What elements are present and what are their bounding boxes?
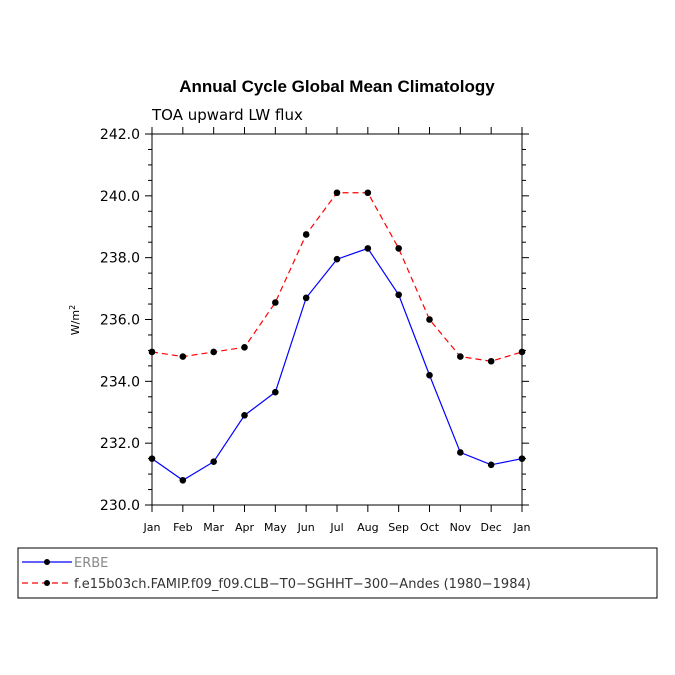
series-erbe-point xyxy=(395,291,402,299)
y-tick-label: 230.0 xyxy=(100,498,140,514)
x-tick-label: Sep xyxy=(388,521,409,534)
series-model-point xyxy=(426,316,433,323)
series-erbe-line xyxy=(151,247,523,481)
series-model-point xyxy=(487,357,495,365)
x-tick-label: Mar xyxy=(203,521,224,534)
chart-title: Annual Cycle Global Mean Climatology xyxy=(179,77,495,96)
legend-erbe-label: ERBE xyxy=(74,556,108,571)
y-tick-label: 234.0 xyxy=(100,374,140,390)
series-model-point xyxy=(364,189,372,197)
y-tick-label: 236.0 xyxy=(100,313,140,329)
y-axis-label-superscript: 2 xyxy=(68,305,77,310)
y-axis-label-base: W/m xyxy=(69,310,82,335)
series-erbe-point xyxy=(179,476,187,484)
plot-frame xyxy=(151,133,523,506)
series-erbe-point xyxy=(457,449,464,456)
y-tick-label: 242.0 xyxy=(100,127,140,143)
chart-subtitle: TOA upward LW flux xyxy=(151,106,303,124)
series-erbe-point xyxy=(272,388,279,396)
x-tick-label: Jun xyxy=(297,521,315,534)
x-tick-label: Oct xyxy=(420,521,440,534)
series-model-point xyxy=(241,344,248,351)
series-erbe-point xyxy=(487,461,495,469)
series-erbe-point xyxy=(302,294,310,302)
x-tick-label: Jul xyxy=(329,521,343,534)
series-erbe-point xyxy=(364,245,372,252)
series-model-point xyxy=(272,299,279,306)
series-model-point xyxy=(395,245,402,252)
series-erbe-point xyxy=(210,458,217,466)
x-tick-label: Dec xyxy=(481,521,502,534)
x-tick-labels: Jan Feb Mar Apr May Jun Jul Aug Sep Oct Nov Dec Jan xyxy=(143,521,531,534)
x-tick-label: Apr xyxy=(235,521,255,534)
legend: ERBE f.e15b03ch.FAMIP.f09_f09.CLB−T0−SGH… xyxy=(17,547,658,599)
x-tick-label: Nov xyxy=(450,521,472,534)
series-model-point xyxy=(210,348,217,356)
y-tick-label: 232.0 xyxy=(100,436,140,452)
series-erbe-point xyxy=(333,255,341,263)
legend-model-label: f.e15b03ch.FAMIP.f09_f09.CLB−T0−SGHHT−30… xyxy=(74,577,531,592)
y-tick-label: 238.0 xyxy=(100,251,140,267)
x-tick-label: Aug xyxy=(357,521,378,534)
y-tick-label: 240.0 xyxy=(100,189,140,205)
series-erbe-point xyxy=(426,371,433,379)
series-model-point xyxy=(302,231,310,238)
axis-ticks xyxy=(145,127,529,512)
series-model-line xyxy=(151,192,523,362)
y-tick-labels: 230.0 232.0 234.0 236.0 238.0 240.0 242.0 xyxy=(100,127,140,514)
legend-box xyxy=(17,547,658,599)
y-axis-label: W/m2 xyxy=(68,305,82,335)
series-model-point xyxy=(179,353,187,360)
series-model-point xyxy=(333,189,341,197)
legend-model-marker xyxy=(44,580,50,586)
x-tick-label: Feb xyxy=(173,521,192,534)
x-tick-label: Jan xyxy=(143,521,161,534)
x-tick-label: Jan xyxy=(513,521,531,534)
legend-erbe-marker xyxy=(44,559,50,565)
series-erbe-point xyxy=(241,412,248,419)
x-tick-label: May xyxy=(264,521,287,534)
series-layer xyxy=(148,189,526,484)
series-model-point xyxy=(457,353,464,360)
